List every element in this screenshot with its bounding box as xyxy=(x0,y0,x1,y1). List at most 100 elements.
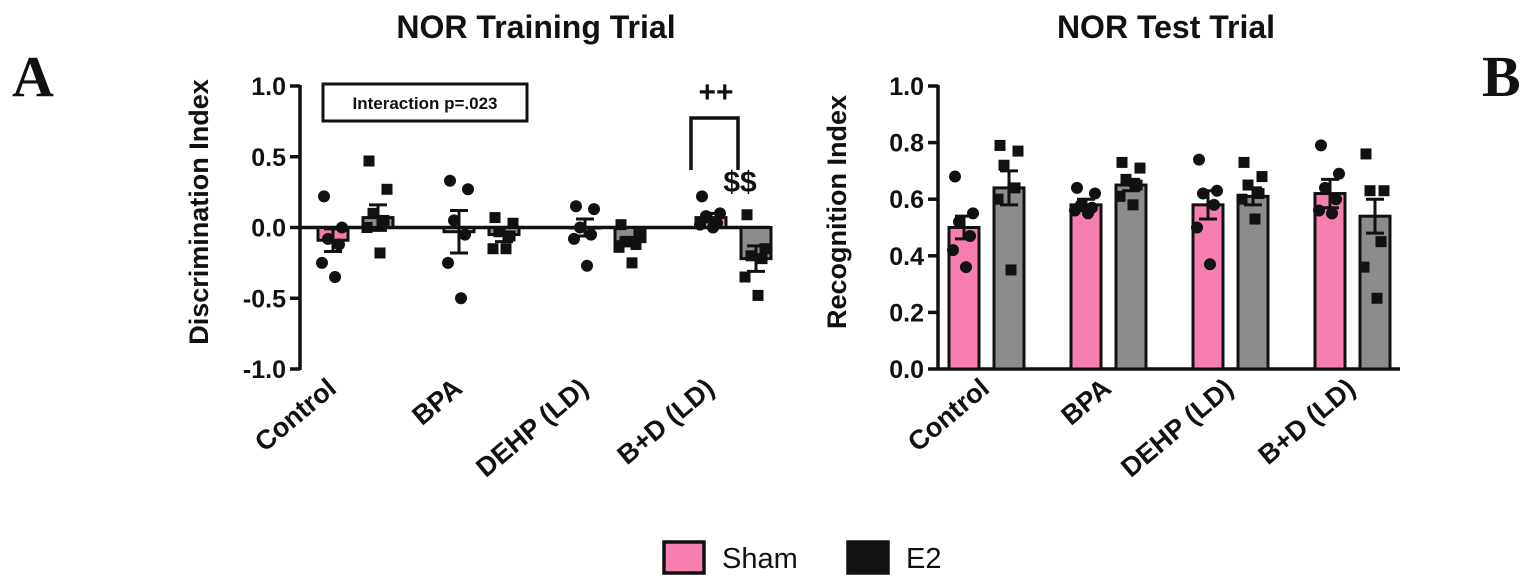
data-point-e2 xyxy=(367,207,379,219)
chart-a-category-labels: Control BPA DEHP (LD) B+D (LD) xyxy=(249,373,720,483)
data-point-e2 xyxy=(1360,148,1372,160)
data-point-e2 xyxy=(489,212,501,224)
bar-sham-1 xyxy=(1069,203,1103,371)
data-point-e2 xyxy=(378,214,390,226)
legend-swatch-sham xyxy=(662,540,706,575)
legend-item-sham: Sham xyxy=(662,540,798,575)
y-tick-label: 0.5 xyxy=(251,144,286,172)
legend-label-sham: Sham xyxy=(722,543,798,575)
bar-e2-0 xyxy=(992,186,1026,371)
category-label: B+D (LD) xyxy=(1253,373,1361,471)
significance-label: $$ xyxy=(723,166,757,199)
data-point-e2 xyxy=(752,289,764,301)
y-tick-label: 0.0 xyxy=(889,356,924,384)
legend-label-e2: E2 xyxy=(906,543,941,575)
data-point-e2 xyxy=(1242,179,1254,191)
data-point-sham xyxy=(949,170,961,183)
category-label: Control xyxy=(902,373,995,458)
y-tick-label: -1.0 xyxy=(243,356,286,384)
y-tick-label: 0.0 xyxy=(251,215,286,243)
data-point-sham xyxy=(444,174,456,187)
data-point-sham xyxy=(960,261,972,274)
data-point-sham xyxy=(570,200,582,213)
data-point-e2 xyxy=(745,250,757,262)
category-label: BPA xyxy=(406,373,467,431)
data-point-e2 xyxy=(1009,182,1021,194)
data-point-sham xyxy=(581,259,593,272)
data-point-sham xyxy=(1326,207,1338,220)
data-point-e2 xyxy=(1253,188,1265,200)
chart-b-error-bars xyxy=(955,169,1384,241)
data-point-sham xyxy=(947,244,959,257)
data-point-e2 xyxy=(613,241,625,253)
data-point-sham xyxy=(318,190,330,203)
data-point-sham xyxy=(448,214,460,227)
panel-b-letter: B xyxy=(1482,44,1521,109)
data-point-sham xyxy=(574,221,586,234)
category-label: DEHP (LD) xyxy=(470,373,593,483)
data-point-sham xyxy=(442,256,454,269)
interaction-box xyxy=(321,82,529,123)
data-point-sham xyxy=(1071,181,1083,194)
data-point-e2 xyxy=(998,159,1010,171)
data-point-sham xyxy=(707,221,719,234)
y-tick-label: 0.4 xyxy=(889,243,924,271)
data-point-sham xyxy=(459,228,471,241)
data-point-sham xyxy=(462,183,474,196)
data-point-e2 xyxy=(992,193,1004,205)
chart-panel-b: NOR Test Trial Recognition Index 1.0 0.8 0… xyxy=(822,9,1400,483)
data-point-e2 xyxy=(994,139,1006,151)
category-label: BPA xyxy=(1055,373,1116,431)
y-tick-label: 1.0 xyxy=(251,73,286,101)
data-point-e2 xyxy=(756,253,768,265)
data-point-e2 xyxy=(626,257,638,269)
data-point-sham xyxy=(333,238,345,251)
data-point-sham xyxy=(1319,181,1331,194)
chart-a-error-bars xyxy=(324,203,765,273)
data-point-e2 xyxy=(1371,292,1383,304)
chart-b-points xyxy=(947,139,1390,304)
data-point-e2 xyxy=(1236,193,1248,205)
data-point-e2 xyxy=(615,219,627,231)
legend: Sham E2 xyxy=(662,540,941,575)
data-point-e2 xyxy=(1005,264,1017,276)
data-point-e2 xyxy=(1134,162,1146,174)
data-point-sham xyxy=(588,203,600,216)
data-point-e2 xyxy=(1114,190,1126,202)
y-tick-label: -0.5 xyxy=(243,285,286,313)
significance-bracket: ++ xyxy=(689,76,740,170)
chart-b-title: NOR Test Trial xyxy=(1057,9,1275,45)
data-point-sham xyxy=(1204,258,1216,271)
y-tick-label: 0.2 xyxy=(889,299,924,327)
data-point-sham xyxy=(1333,167,1345,180)
data-point-e2 xyxy=(1116,156,1128,168)
data-point-e2 xyxy=(374,247,386,259)
data-point-e2 xyxy=(1127,199,1139,211)
data-point-sham xyxy=(1208,198,1220,211)
data-point-e2 xyxy=(500,243,512,255)
legend-swatch-e2 xyxy=(846,540,890,575)
data-point-e2 xyxy=(759,243,771,255)
data-point-sham xyxy=(1330,193,1342,206)
legend-item-e2: E2 xyxy=(846,540,941,575)
chart-a-y-axis-label: Discrimination Index xyxy=(184,79,214,345)
data-point-e2 xyxy=(619,236,631,248)
interaction-annotation-box: Interaction p=.023 xyxy=(321,82,529,123)
data-point-e2 xyxy=(741,209,753,221)
data-point-sham xyxy=(696,190,708,203)
data-point-sham xyxy=(322,232,334,245)
data-point-e2 xyxy=(361,222,373,233)
data-point-e2 xyxy=(739,271,751,283)
chart-a-points xyxy=(316,155,771,305)
data-point-sham xyxy=(316,256,328,269)
y-tick-label: 1.0 xyxy=(889,73,924,101)
data-point-e2 xyxy=(381,183,393,195)
interaction-annotation: Interaction p=.023 xyxy=(352,94,497,113)
data-point-sham xyxy=(455,292,467,305)
data-point-e2 xyxy=(507,217,519,229)
chart-b-y-axis-label: Recognition Index xyxy=(822,95,852,329)
data-point-sham xyxy=(1089,187,1101,200)
data-point-sham xyxy=(1191,221,1203,234)
